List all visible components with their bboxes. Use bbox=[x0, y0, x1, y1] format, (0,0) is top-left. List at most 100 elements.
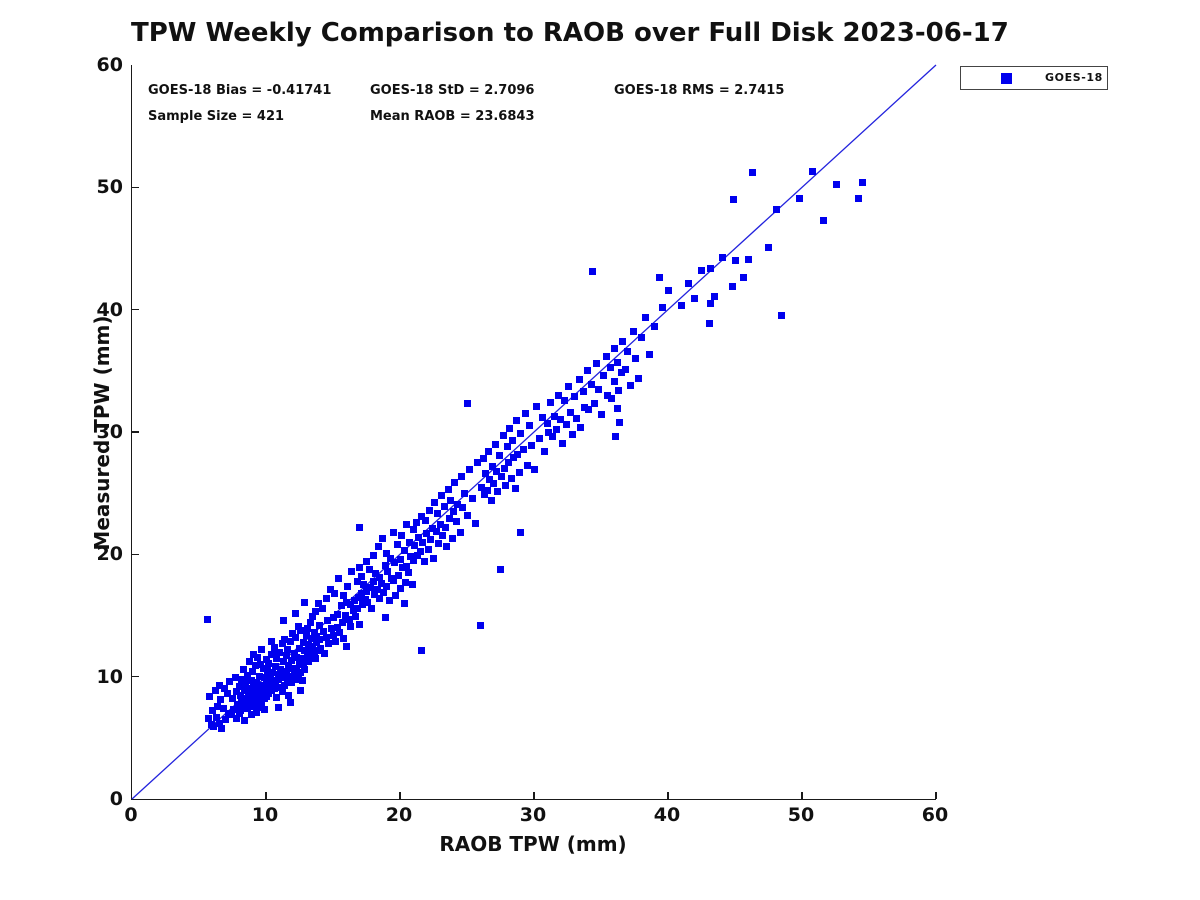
x-tick bbox=[533, 792, 535, 799]
data-point bbox=[368, 604, 376, 612]
data-point bbox=[375, 543, 383, 551]
data-point bbox=[321, 649, 329, 657]
data-point bbox=[259, 684, 267, 692]
data-point bbox=[507, 474, 515, 482]
data-point bbox=[316, 621, 324, 629]
data-point bbox=[425, 506, 433, 514]
data-point bbox=[707, 300, 715, 308]
data-point bbox=[561, 396, 569, 404]
y-tick bbox=[132, 675, 139, 678]
data-point bbox=[235, 682, 243, 690]
data-point bbox=[259, 689, 267, 697]
legend-marker-square-icon bbox=[1001, 73, 1012, 84]
data-point bbox=[229, 695, 236, 703]
data-point bbox=[301, 665, 309, 673]
data-point bbox=[293, 653, 301, 661]
data-point bbox=[305, 658, 313, 666]
data-point bbox=[293, 667, 301, 675]
data-point bbox=[377, 580, 385, 588]
data-point bbox=[468, 494, 476, 502]
data-point bbox=[304, 625, 312, 633]
data-point bbox=[491, 440, 499, 448]
data-point bbox=[795, 194, 803, 202]
data-point bbox=[313, 632, 321, 640]
data-point bbox=[348, 567, 356, 575]
data-point bbox=[296, 660, 303, 668]
data-point bbox=[645, 351, 653, 359]
data-point bbox=[706, 319, 714, 327]
data-point bbox=[515, 468, 523, 476]
data-point bbox=[565, 383, 573, 391]
data-point bbox=[271, 680, 279, 688]
data-point bbox=[600, 372, 608, 380]
x-tick-label: 50 bbox=[787, 804, 815, 826]
data-point bbox=[494, 488, 502, 496]
data-point bbox=[554, 391, 562, 399]
data-point bbox=[503, 443, 511, 451]
data-point bbox=[451, 478, 459, 486]
data-point bbox=[297, 686, 305, 694]
data-point bbox=[251, 662, 259, 670]
data-point bbox=[242, 680, 250, 688]
x-tick-label: 60 bbox=[921, 804, 949, 826]
data-point bbox=[210, 723, 218, 731]
data-point bbox=[254, 696, 262, 704]
data-point bbox=[744, 256, 752, 263]
data-point bbox=[428, 525, 436, 533]
y-tick-label: 0 bbox=[109, 788, 123, 810]
data-point bbox=[287, 657, 295, 665]
data-point bbox=[585, 406, 593, 414]
data-point bbox=[273, 654, 281, 662]
data-point bbox=[566, 408, 574, 416]
data-point bbox=[614, 386, 622, 394]
data-point bbox=[474, 459, 482, 467]
data-point bbox=[241, 700, 249, 708]
data-point bbox=[719, 253, 727, 261]
data-point bbox=[239, 665, 247, 673]
data-point bbox=[314, 599, 322, 607]
data-point bbox=[322, 634, 330, 642]
data-point bbox=[479, 455, 487, 463]
data-point bbox=[610, 345, 618, 353]
data-point bbox=[550, 412, 558, 420]
data-point bbox=[612, 433, 620, 441]
data-point bbox=[376, 594, 384, 602]
data-point bbox=[219, 704, 227, 712]
data-point bbox=[222, 715, 230, 723]
data-point bbox=[446, 515, 454, 523]
data-point bbox=[212, 713, 220, 721]
data-point bbox=[324, 616, 332, 624]
data-point bbox=[318, 604, 326, 612]
data-point bbox=[517, 429, 525, 437]
data-point bbox=[376, 574, 384, 582]
data-point bbox=[373, 586, 381, 594]
data-point bbox=[265, 690, 273, 698]
data-point bbox=[345, 615, 353, 623]
data-point bbox=[310, 629, 318, 637]
data-point bbox=[545, 428, 553, 436]
data-point bbox=[478, 483, 486, 491]
data-point bbox=[442, 523, 450, 531]
data-point bbox=[604, 391, 612, 399]
data-point bbox=[476, 621, 484, 629]
data-point bbox=[538, 413, 546, 421]
data-point bbox=[384, 567, 392, 575]
data-point bbox=[279, 616, 287, 624]
y-tick bbox=[132, 553, 139, 556]
data-point bbox=[392, 592, 400, 600]
data-point bbox=[255, 673, 263, 681]
data-point bbox=[731, 257, 739, 265]
data-point bbox=[301, 598, 309, 606]
data-point bbox=[250, 684, 258, 692]
data-point bbox=[597, 411, 605, 419]
data-point bbox=[383, 582, 391, 590]
stat-std: GOES-18 StD = 2.7096 bbox=[370, 83, 535, 98]
data-point bbox=[488, 462, 496, 470]
data-point bbox=[279, 658, 287, 666]
data-point bbox=[593, 359, 601, 367]
data-point bbox=[285, 691, 293, 699]
data-point bbox=[522, 410, 530, 418]
data-point bbox=[487, 497, 495, 504]
data-point bbox=[250, 651, 258, 659]
data-point bbox=[353, 577, 361, 585]
